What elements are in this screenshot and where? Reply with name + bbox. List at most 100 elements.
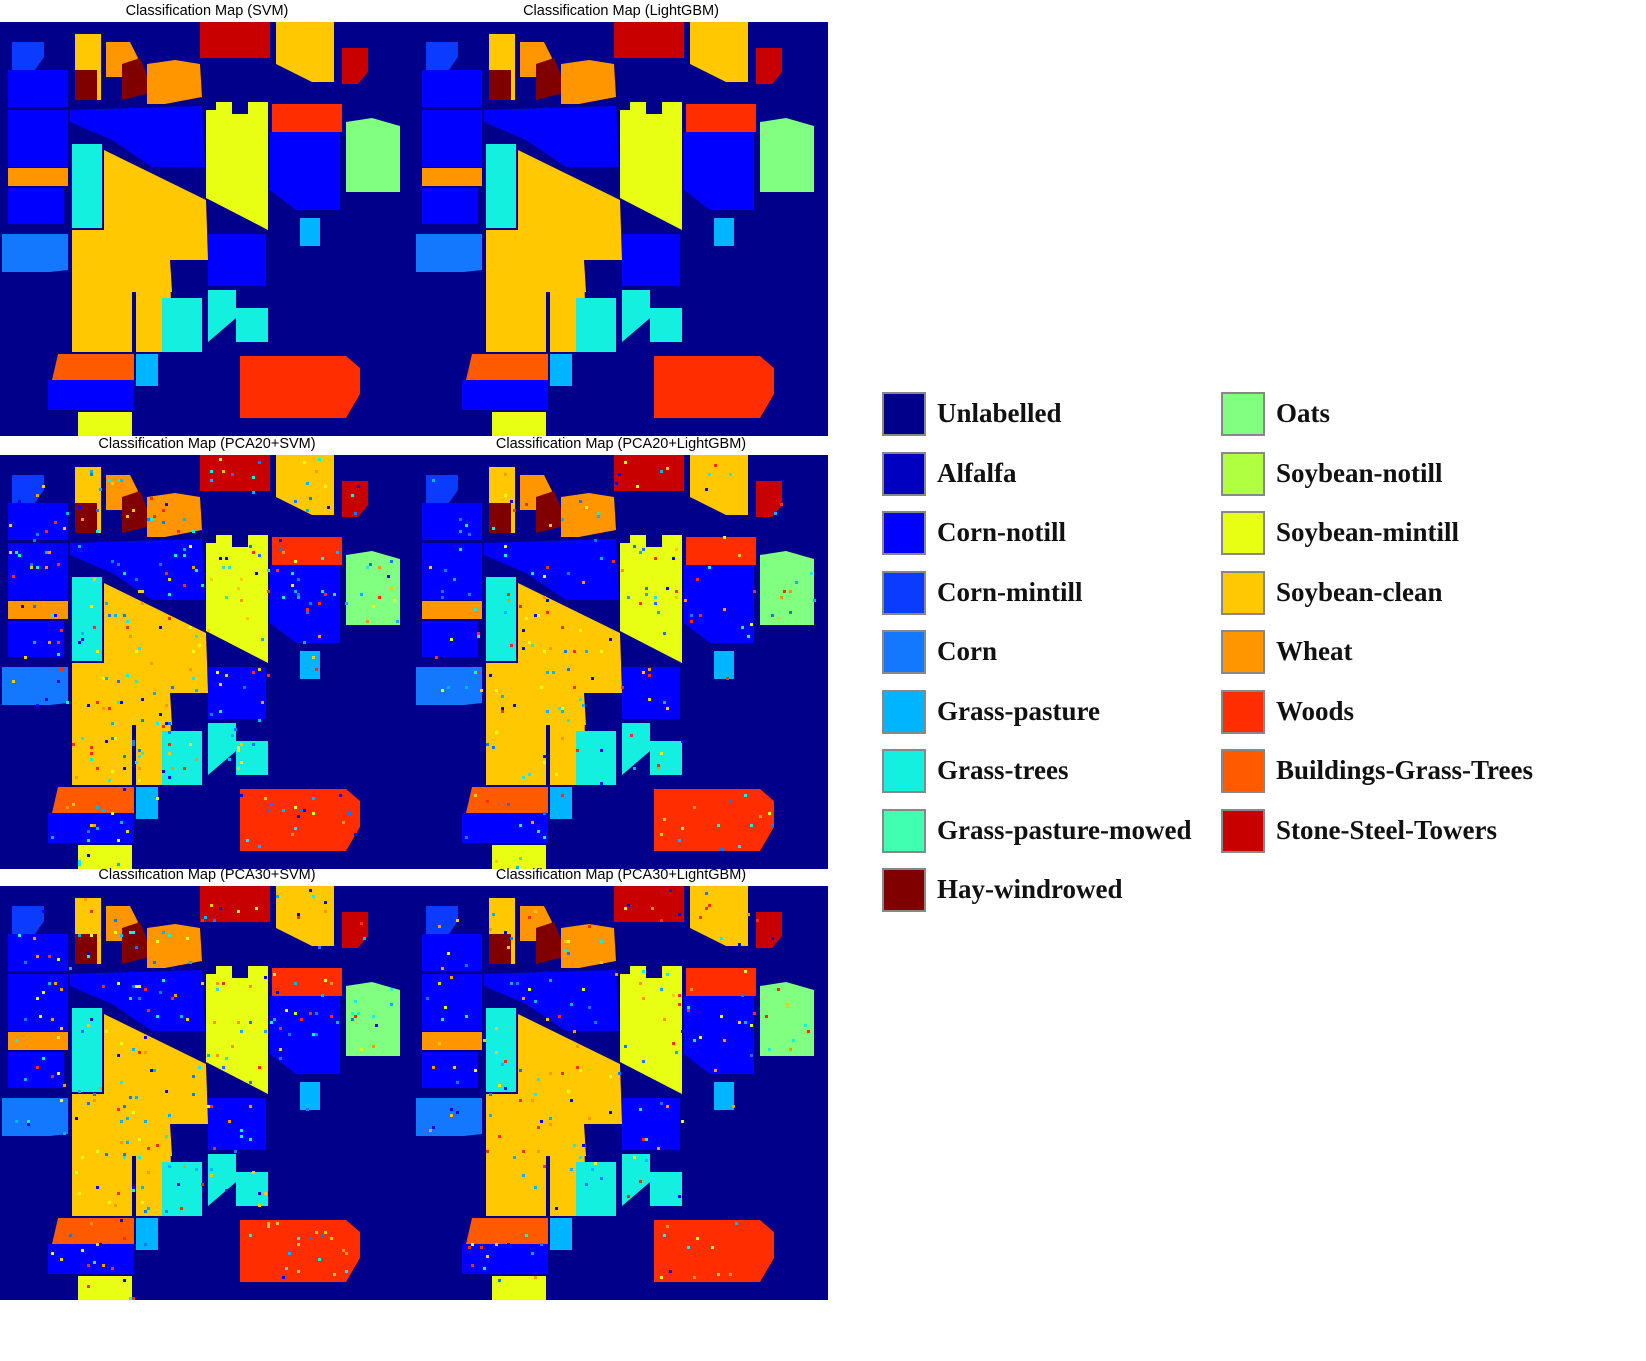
field-wheat: [422, 168, 482, 186]
field-stone-steel-towers: [342, 48, 368, 84]
misclassified-pixels: [429, 461, 816, 869]
legend-label: Stone-Steel-Towers: [1276, 814, 1497, 845]
field-hay-windrowed: [75, 503, 97, 533]
field-hay-windrowed: [489, 503, 511, 533]
field-wheat: [8, 168, 68, 186]
field-corn-notill: [422, 543, 482, 600]
field-grass-trees: [486, 577, 516, 661]
field-oats: [760, 118, 814, 192]
field-woods: [654, 789, 774, 851]
field-corn-notill: [70, 539, 205, 600]
field-corn-mintill: [426, 906, 458, 938]
field-wheat: [147, 60, 202, 104]
field-corn-notill: [684, 565, 754, 643]
field-corn-notill: [684, 132, 754, 210]
field-stone-steel-towers: [614, 455, 684, 491]
field-corn: [416, 234, 482, 272]
field-buildings-grass-trees: [466, 354, 548, 380]
field-grass-trees: [622, 1154, 682, 1206]
field-corn-notill: [208, 234, 266, 286]
field-soybean-clean: [72, 583, 208, 785]
field-grass-pasture: [550, 1218, 572, 1250]
field-stone-steel-towers: [756, 48, 782, 84]
field-grass-pasture: [714, 651, 734, 679]
panel-title: Classification Map (LightGBM): [523, 3, 719, 19]
field-grass-trees: [486, 1008, 516, 1092]
field-wheat: [422, 601, 482, 619]
field-corn: [416, 1098, 482, 1136]
field-grass-trees: [162, 298, 202, 352]
field-corn-notill: [208, 667, 266, 719]
legend-label: Buildings-Grass-Trees: [1276, 755, 1534, 785]
field-soybean-clean: [276, 455, 334, 515]
field-soybean-mintill: [492, 412, 546, 436]
legend-label: Alfalfa: [937, 457, 1017, 488]
legend-label: Grass-trees: [937, 755, 1069, 785]
field-soybean-mintill: [206, 966, 268, 1094]
field-soybean-clean: [690, 22, 748, 82]
legend-label: Soybean-clean: [1276, 576, 1443, 607]
legend-label: Grass-pasture: [937, 695, 1101, 726]
field-hay-windrowed: [489, 934, 511, 964]
field-woods: [686, 968, 756, 996]
field-hay-windrowed: [536, 491, 568, 533]
field-corn-notill: [484, 970, 619, 1031]
field-grass-trees: [576, 1162, 616, 1216]
field-hay-windrowed: [536, 58, 568, 100]
field-wheat: [561, 60, 616, 104]
field-corn-notill: [270, 996, 340, 1074]
field-woods: [654, 356, 774, 418]
field-corn-notill: [684, 996, 754, 1074]
legend-label: Unlabelled: [937, 398, 1062, 428]
field-buildings-grass-trees: [52, 1218, 134, 1244]
field-soybean-clean: [486, 1014, 622, 1216]
field-grass-pasture: [714, 1082, 734, 1110]
panel-title: Classification Map (PCA30+LightGBM): [495, 867, 747, 883]
field-stone-steel-towers: [342, 912, 368, 948]
panel-title: Classification Map (PCA30+SVM): [98, 867, 316, 883]
legend-label: Oats: [1276, 398, 1330, 428]
field-grass-trees: [72, 1008, 102, 1092]
field-corn: [2, 1098, 68, 1136]
field-soybean-mintill: [206, 102, 268, 230]
field-corn-notill: [484, 106, 619, 167]
field-oats: [760, 982, 814, 1056]
legend-swatch: [1221, 392, 1265, 436]
legend-swatch: [1221, 689, 1265, 734]
field-grass-trees: [576, 731, 616, 785]
field-grass-pasture: [550, 354, 572, 386]
legend-swatch: [1221, 808, 1265, 853]
field-corn-notill: [48, 813, 134, 843]
field-wheat: [147, 924, 202, 968]
field-grass-trees: [622, 723, 682, 775]
classification-map: [0, 886, 414, 1300]
field-stone-steel-towers: [200, 886, 270, 922]
field-corn-notill: [8, 1052, 64, 1088]
field-corn-mintill: [12, 42, 44, 74]
field-hay-windrowed: [122, 58, 154, 100]
field-grass-trees: [576, 298, 616, 352]
legend-swatch: [882, 511, 926, 555]
field-soybean-mintill: [206, 535, 268, 663]
legend-swatch: [1221, 511, 1265, 555]
field-corn-notill: [422, 110, 482, 167]
field-stone-steel-towers: [756, 481, 782, 517]
field-corn-notill: [422, 503, 482, 540]
field-corn-mintill: [426, 475, 458, 507]
field-corn-notill: [270, 132, 340, 210]
field-stone-steel-towers: [342, 481, 368, 517]
field-corn-notill: [48, 380, 134, 410]
field-corn-notill: [484, 539, 619, 600]
field-stone-steel-towers: [614, 886, 684, 922]
field-grass-pasture: [714, 218, 734, 246]
legend-label: Corn: [937, 636, 997, 666]
field-corn-notill: [462, 813, 548, 843]
legend-swatch: [882, 749, 926, 793]
field-corn-notill: [8, 621, 64, 657]
field-woods: [240, 789, 360, 851]
field-stone-steel-towers: [614, 22, 684, 58]
field-grass-pasture: [300, 1082, 320, 1110]
field-corn-notill: [8, 543, 68, 600]
legend-swatch: [1221, 749, 1265, 793]
legend-label: Woods: [1276, 695, 1355, 726]
